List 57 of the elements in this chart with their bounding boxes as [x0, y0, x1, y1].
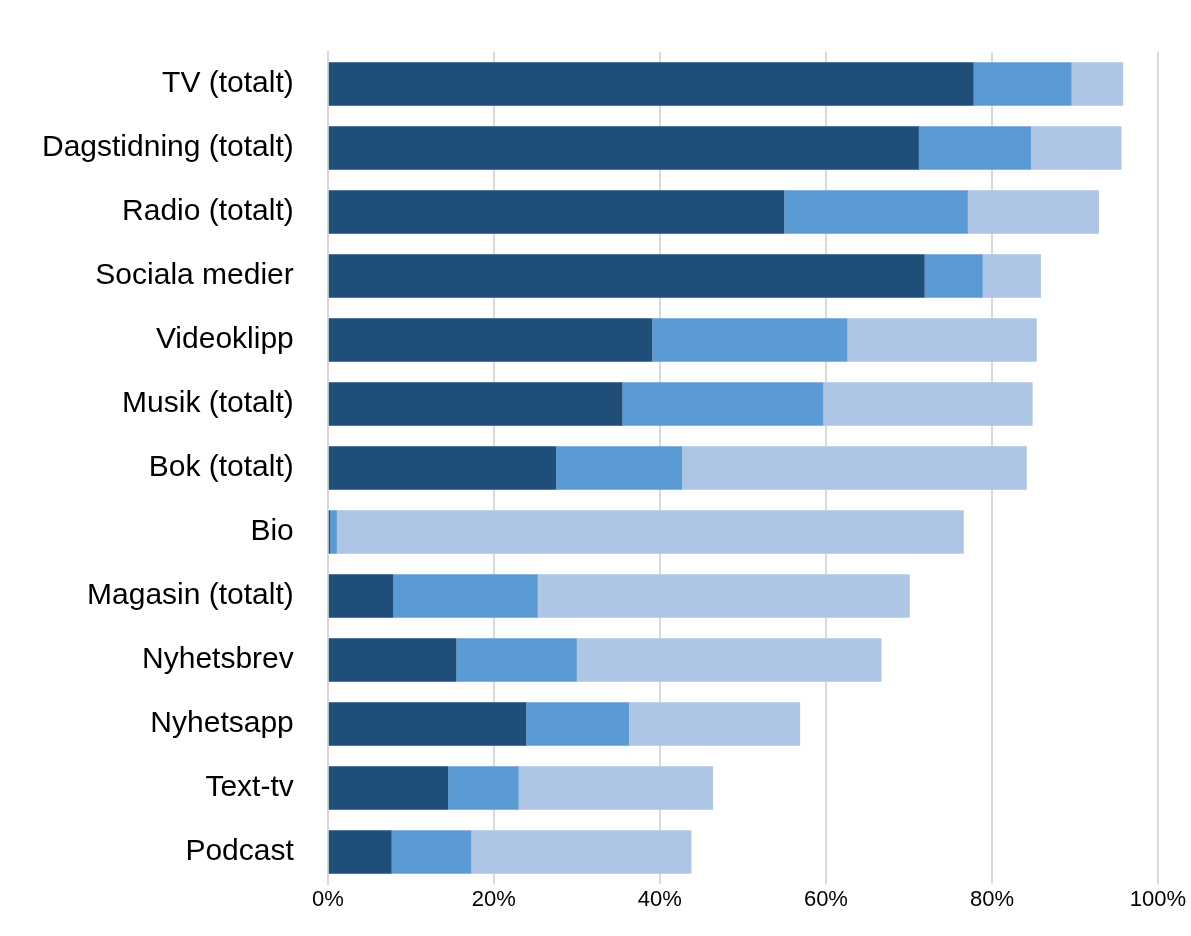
- bar: [336, 510, 964, 554]
- bar: [328, 446, 557, 490]
- bar: [328, 254, 925, 298]
- bar: [629, 702, 801, 746]
- x-tick-label: 20%: [471, 886, 516, 912]
- bar: [1071, 62, 1124, 106]
- bar: [448, 766, 519, 810]
- bar: [518, 766, 714, 810]
- bar: [328, 62, 974, 106]
- bar: [328, 574, 394, 618]
- bar: [652, 318, 848, 362]
- bar: [556, 446, 683, 490]
- bar: [328, 126, 919, 170]
- bar: [393, 574, 538, 618]
- bar: [328, 318, 653, 362]
- y-tick-label: Nyhetsbrev: [142, 641, 294, 675]
- y-tick-label: Sociala medier: [95, 257, 294, 291]
- y-tick-label: Podcast: [185, 833, 295, 867]
- bar: [328, 382, 623, 426]
- y-tick-label: Dagstidning (totalt): [42, 129, 294, 163]
- y-tick-label: Radio (totalt): [122, 193, 294, 227]
- x-tick-label: 80%: [969, 886, 1014, 912]
- y-tick-label: TV (totalt): [162, 65, 294, 99]
- bar: [328, 190, 785, 234]
- x-tick-label: 0%: [311, 886, 344, 912]
- bar: [328, 766, 449, 810]
- y-tick-label: Musik (totalt): [122, 385, 294, 419]
- bar: [328, 702, 527, 746]
- y-tick-label: Nyhetsapp: [150, 705, 294, 739]
- bar: [924, 254, 983, 298]
- bar: [967, 190, 1100, 234]
- bar: [328, 638, 457, 682]
- y-tick-label: Videoklipp: [155, 321, 294, 355]
- bar: [823, 382, 1033, 426]
- bar: [847, 318, 1037, 362]
- bar: [973, 62, 1072, 106]
- bar: [391, 830, 472, 874]
- bar: [471, 830, 692, 874]
- y-tick-label: Bok (totalt): [148, 449, 294, 483]
- y-tick-label: Magasin (totalt): [87, 577, 294, 611]
- bar: [456, 638, 577, 682]
- bar: [328, 830, 392, 874]
- x-tick-label: 100%: [1129, 886, 1187, 912]
- bar: [576, 638, 882, 682]
- y-tick-label: Text-tv: [205, 769, 294, 803]
- x-tick-label: 60%: [803, 886, 848, 912]
- x-tick-label: 40%: [637, 886, 682, 912]
- bar: [982, 254, 1041, 298]
- bar: [526, 702, 630, 746]
- bar: [918, 126, 1031, 170]
- bar: [682, 446, 1027, 490]
- bar: [622, 382, 824, 426]
- bar: [1030, 126, 1122, 170]
- bar: [537, 574, 910, 618]
- bar: [784, 190, 968, 234]
- bar: [330, 510, 337, 554]
- y-tick-label: Bio: [250, 513, 294, 547]
